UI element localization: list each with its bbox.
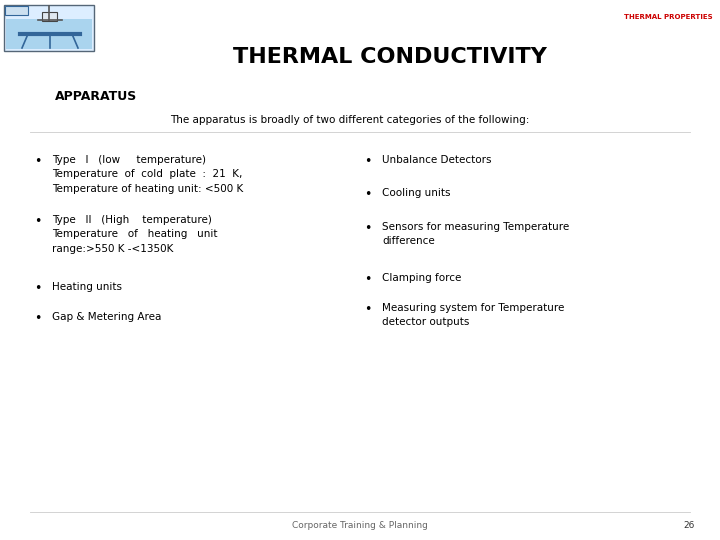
Text: •: •	[364, 273, 372, 286]
Text: •: •	[35, 282, 42, 295]
Text: Unbalance Detectors: Unbalance Detectors	[382, 155, 492, 165]
Text: Measuring system for Temperature
detector outputs: Measuring system for Temperature detecto…	[382, 303, 564, 327]
Text: 26: 26	[683, 521, 695, 530]
Text: THERMAL CONDUCTIVITY: THERMAL CONDUCTIVITY	[233, 47, 547, 67]
Text: •: •	[364, 188, 372, 201]
Text: THERMAL PROPERTIES: THERMAL PROPERTIES	[624, 14, 713, 20]
Text: •: •	[35, 215, 42, 228]
Text: •: •	[364, 155, 372, 168]
Text: Clamping force: Clamping force	[382, 273, 462, 283]
Text: APPARATUS: APPARATUS	[55, 91, 138, 104]
Text: Corporate Training & Planning: Corporate Training & Planning	[292, 521, 428, 530]
Text: Type   II   (High    temperature)
Temperature   of   heating   unit
range:>550 K: Type II (High temperature) Temperature o…	[52, 215, 217, 254]
Text: Gap & Metering Area: Gap & Metering Area	[52, 312, 161, 322]
FancyBboxPatch shape	[42, 11, 56, 21]
Text: The apparatus is broadly of two different categories of the following:: The apparatus is broadly of two differen…	[170, 115, 529, 125]
Text: •: •	[35, 312, 42, 325]
FancyBboxPatch shape	[6, 19, 92, 49]
Text: Sensors for measuring Temperature
difference: Sensors for measuring Temperature differ…	[382, 222, 570, 246]
Text: •: •	[364, 222, 372, 235]
Text: •: •	[35, 155, 42, 168]
FancyBboxPatch shape	[4, 5, 27, 15]
Text: Type   I   (low     temperature)
Temperature  of  cold  plate  :  21  K,
Tempera: Type I (low temperature) Temperature of …	[52, 155, 243, 194]
Text: •: •	[364, 303, 372, 316]
Text: Cooling units: Cooling units	[382, 188, 451, 198]
Text: Heating units: Heating units	[52, 282, 122, 292]
FancyBboxPatch shape	[4, 5, 94, 51]
